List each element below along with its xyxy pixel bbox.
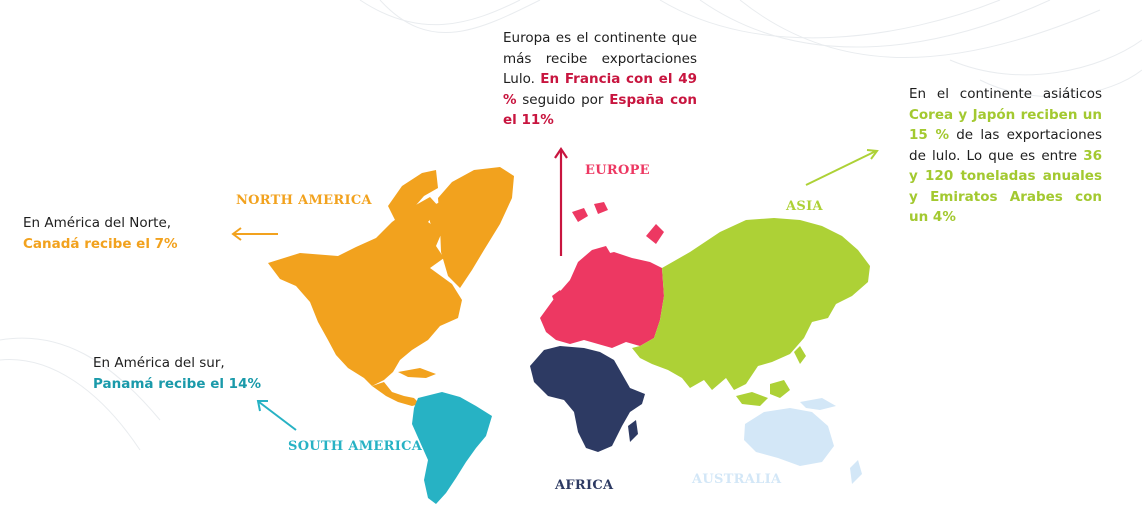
label-australia: AUSTRALIA bbox=[692, 472, 782, 487]
note-north-highlight: Canadá recibe el 7% bbox=[23, 235, 178, 252]
note-europe-highlight1: En Francia con el 49 % bbox=[503, 71, 697, 108]
new-zealand bbox=[850, 460, 862, 484]
note-asia-text1: En el continente asiáticos bbox=[909, 86, 1102, 102]
label-north-america: NORTH AMERICA bbox=[236, 193, 372, 208]
note-asia-highlight1: Corea y Japón reciben un 15 % bbox=[909, 106, 1102, 144]
south-america-mainland bbox=[412, 392, 492, 504]
region-asia bbox=[632, 218, 870, 406]
central-america bbox=[372, 382, 420, 406]
region-south-america bbox=[412, 392, 492, 504]
note-south-america: En América del sur, Panamá recibe el 14% bbox=[93, 353, 293, 394]
region-north-america bbox=[268, 167, 514, 406]
note-south-highlight: Panamá recibe el 14% bbox=[93, 375, 261, 392]
svalbard bbox=[572, 208, 588, 222]
note-south-line1: En América del sur, bbox=[93, 355, 225, 371]
note-europe-text1: Europa es el continente que más recibe e… bbox=[503, 30, 697, 87]
note-europe-text2: seguido por bbox=[516, 91, 610, 108]
north-america-mainland bbox=[268, 197, 462, 386]
borneo bbox=[770, 380, 790, 398]
madagascar bbox=[628, 420, 638, 442]
label-asia: ASIA bbox=[786, 199, 823, 214]
note-europe-highlight2: España con el 11% bbox=[503, 91, 697, 129]
asia-mainland bbox=[632, 218, 870, 390]
note-europe: Europa es el continente que más recibe e… bbox=[503, 28, 697, 131]
cuba bbox=[398, 368, 436, 378]
note-asia-highlight2: 36 y 120 toneladas anuales y Emiratos Ar… bbox=[909, 147, 1102, 226]
region-africa bbox=[530, 346, 645, 452]
europe-mainland bbox=[540, 252, 664, 348]
canadian-arctic-islands bbox=[388, 170, 438, 222]
japan bbox=[840, 262, 858, 286]
note-north-line1: En América del Norte, bbox=[23, 215, 172, 231]
indonesia bbox=[736, 392, 768, 406]
note-asia-text2: de las exportaciones de lulo. Lo que es … bbox=[909, 127, 1103, 164]
british-isles bbox=[552, 290, 566, 310]
region-australia bbox=[744, 398, 862, 484]
note-asia: En el continente asiáticos Corea y Japón… bbox=[909, 84, 1102, 228]
novaya-zemlya bbox=[646, 224, 664, 244]
label-europe: EUROPE bbox=[585, 163, 650, 178]
label-africa: AFRICA bbox=[555, 478, 614, 493]
scandinavia bbox=[570, 246, 612, 286]
baffin-island bbox=[428, 200, 452, 238]
africa-mainland bbox=[530, 346, 645, 452]
svalbard-east bbox=[594, 202, 608, 214]
greenland bbox=[438, 167, 514, 288]
note-north-america: En América del Norte, Canadá recibe el 7… bbox=[23, 213, 213, 254]
label-south-america: SOUTH AMERICA bbox=[288, 439, 423, 454]
region-europe bbox=[540, 202, 664, 348]
new-guinea bbox=[800, 398, 836, 410]
australia-mainland bbox=[744, 408, 834, 466]
philippines bbox=[794, 346, 806, 364]
